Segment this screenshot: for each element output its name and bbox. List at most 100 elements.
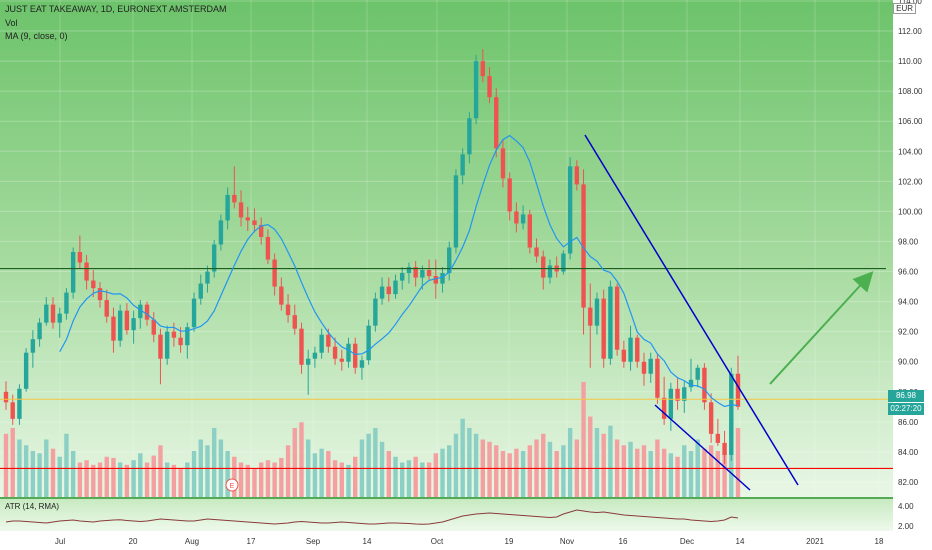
- candle-body: [500, 148, 506, 179]
- volume-bar: [178, 468, 183, 497]
- candle-body: [413, 267, 418, 278]
- volume-bar: [77, 462, 83, 497]
- volume-bar: [527, 445, 533, 497]
- time-tick-label: 18: [875, 537, 884, 546]
- volume-bar: [547, 441, 553, 497]
- candle-body: [735, 373, 741, 407]
- time-tick-label: Jul: [55, 537, 65, 546]
- price-tick-label: 86.00: [898, 418, 919, 427]
- candle-body: [50, 304, 56, 323]
- volume-bar: [117, 462, 123, 497]
- atr-line: [5, 509, 739, 525]
- volume-bar: [91, 464, 96, 497]
- lower-trendline[interactable]: [654, 404, 751, 491]
- candle-body: [682, 387, 687, 401]
- volume-bar: [373, 428, 378, 497]
- atr-axis: 4.00 2.00: [898, 502, 914, 531]
- upper-trendline[interactable]: [584, 134, 799, 486]
- earnings-marker[interactable]: [225, 478, 239, 492]
- time-axis[interactable]: Jul 20 Aug 17 Sep 14 Oct 19 Nov 16 Dec 14 2021 18: [55, 537, 884, 546]
- volume-bar: [326, 451, 331, 497]
- candle-body: [695, 367, 700, 380]
- volume-bar: [453, 433, 459, 497]
- candle-body: [17, 388, 22, 419]
- candle-body: [722, 442, 727, 455]
- candle-body: [567, 166, 573, 254]
- candle-body: [265, 236, 271, 260]
- volume-bar: [346, 464, 351, 497]
- volume-bar: [554, 451, 559, 497]
- volume-bar: [30, 451, 36, 497]
- candle-body: [628, 337, 633, 362]
- volume-bar: [473, 433, 479, 497]
- candle-body: [608, 286, 613, 359]
- volume-bar: [440, 448, 445, 497]
- volume-bar: [567, 428, 573, 497]
- volume-bar: [735, 428, 741, 497]
- candle-body: [379, 286, 385, 299]
- volume-bar: [648, 451, 653, 497]
- candle-body: [57, 313, 62, 323]
- time-tick-label: 14: [363, 537, 372, 546]
- atr-pane-background: [0, 499, 893, 531]
- candle-body: [708, 402, 714, 434]
- time-axis-background: [0, 531, 932, 550]
- candles: [3, 49, 741, 464]
- candle-body: [359, 360, 365, 368]
- volume-bar: [594, 428, 600, 497]
- time-tick-label: Oct: [431, 537, 444, 546]
- atr-legend: ATR (14, RMA): [5, 502, 60, 511]
- candle-body: [191, 298, 197, 328]
- candle-body: [688, 379, 694, 388]
- candle-body: [574, 166, 580, 185]
- price-tick-label: 94.00: [898, 298, 919, 307]
- volume-bar: [299, 422, 304, 497]
- candle-body: [164, 331, 170, 359]
- volume-bar: [84, 460, 89, 497]
- candle-body: [312, 352, 318, 359]
- time-tick-label: 2021: [806, 537, 824, 546]
- candle-body: [205, 271, 210, 284]
- drawings: [584, 134, 874, 491]
- volume-bar: [520, 451, 526, 497]
- price-tick-label: 82.00: [898, 478, 919, 487]
- candle-body: [460, 154, 465, 176]
- candle-body: [715, 433, 721, 443]
- candle-body: [426, 270, 432, 277]
- last-price-tag: 86.98: [888, 390, 924, 402]
- candle-body: [420, 270, 425, 278]
- earnings-marker-letter: E: [230, 483, 235, 490]
- candle-body: [440, 273, 445, 284]
- volume-bar: [144, 462, 150, 497]
- volume-bar: [279, 457, 284, 497]
- candle-body: [77, 252, 83, 263]
- candle-body: [473, 61, 479, 119]
- candle-body: [285, 304, 291, 316]
- candle-body: [238, 202, 244, 218]
- volume-bar: [366, 433, 371, 497]
- breakout-arrow[interactable]: [769, 271, 874, 385]
- volume-bar: [433, 453, 438, 497]
- candle-body: [675, 388, 680, 401]
- volume-bar: [447, 445, 452, 497]
- volume-bar: [682, 445, 687, 497]
- volume-bar: [339, 462, 344, 497]
- candle-body: [326, 334, 331, 347]
- price-tick-label: 104.00: [898, 147, 923, 156]
- time-tick-label: 20: [129, 537, 138, 546]
- candle-body: [729, 373, 734, 455]
- candle-body: [668, 388, 674, 419]
- volume-bar: [245, 464, 250, 497]
- volume-bar: [23, 445, 29, 497]
- price-tick-label: 92.00: [898, 328, 919, 337]
- candle-body: [178, 337, 183, 346]
- vol-legend: Vol: [5, 18, 18, 28]
- volume-bar: [494, 445, 499, 497]
- price-tick-label: 100.00: [898, 207, 923, 216]
- candle-body: [306, 358, 311, 365]
- candle-body: [84, 262, 89, 281]
- volume-bar: [507, 453, 512, 497]
- volume-bar: [3, 433, 9, 497]
- volume-bar: [64, 433, 69, 497]
